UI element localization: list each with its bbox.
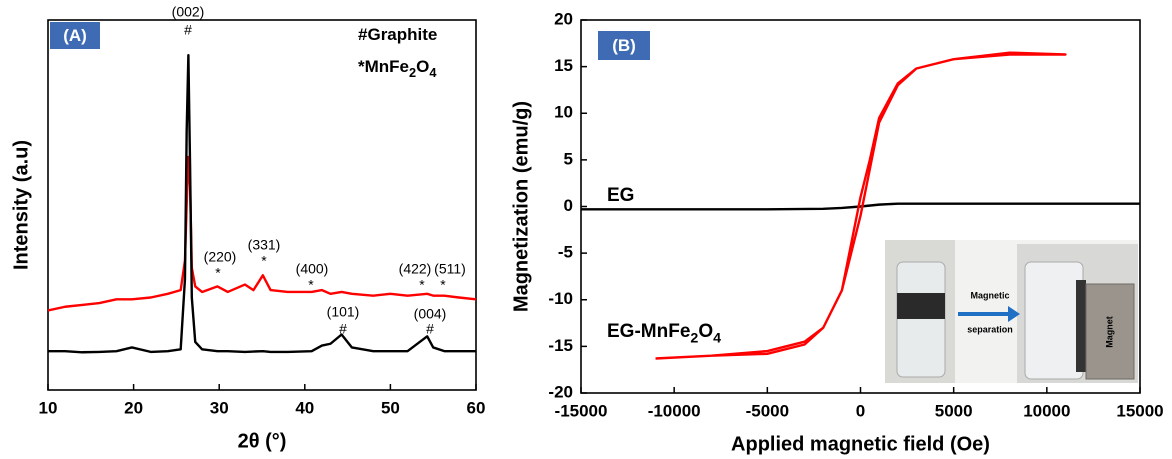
x-tick-label: 20 — [124, 398, 143, 417]
peak-label: (400) — [296, 261, 329, 277]
x-tick-label: 10 — [39, 398, 58, 417]
panel-label: (B) — [612, 36, 636, 55]
peak-label: * — [308, 277, 314, 293]
x-tick-label: 30 — [210, 398, 229, 417]
data-line — [581, 202, 1140, 211]
x-tick-label: -15000 — [555, 401, 608, 420]
peak-label: (101) — [327, 304, 360, 320]
text-part: 2 — [409, 65, 416, 80]
phase-key: *MnFe2O4 — [358, 57, 437, 80]
text-part: 4 — [713, 330, 721, 346]
x-tick-label: 50 — [381, 398, 400, 417]
peak-label: # — [426, 321, 434, 337]
vial-right — [1024, 261, 1084, 380]
y-tick-label: 15 — [554, 56, 573, 75]
plot-frame — [47, 19, 477, 391]
x-tick-label: 0 — [856, 401, 865, 420]
x-tick-label: 40 — [295, 398, 314, 417]
arrow — [958, 306, 1020, 322]
peak-label: (220) — [204, 249, 237, 265]
text-part: # — [358, 25, 368, 44]
text-part: * — [358, 57, 365, 76]
x-axis-label: Applied magnetic field (Oe) — [731, 433, 990, 455]
text-part: 2 — [690, 330, 698, 346]
text-part: 4 — [429, 65, 437, 80]
inset-photo — [885, 240, 1138, 383]
y-tick-label: 0 — [564, 196, 573, 215]
x-tick-label: -5000 — [746, 401, 789, 420]
peak-label: * — [440, 277, 446, 293]
phase-key: #Graphite — [358, 25, 437, 44]
data-line — [655, 51, 1067, 360]
data-line — [48, 53, 476, 354]
collected-particles — [1076, 280, 1086, 372]
curve-label: EG-MnFe2O4 — [607, 321, 721, 346]
peak-label: (511) — [434, 261, 466, 277]
x-tick-label: 60 — [467, 398, 486, 417]
magnet-block — [1085, 283, 1135, 380]
text-part: EG — [607, 185, 634, 206]
peak-label: * — [419, 277, 425, 293]
peak-label: (422) — [399, 261, 432, 277]
panel-label-bg — [50, 22, 100, 49]
peak-label: # — [184, 22, 192, 38]
y-tick-label: 20 — [554, 9, 573, 28]
y-tick-label: -20 — [548, 382, 573, 401]
y-tick-label: 5 — [564, 149, 573, 168]
text-part: Graphite — [367, 25, 437, 44]
y-axis-label: Intensity (a.u) — [10, 140, 32, 270]
peak-label: (331) — [248, 237, 281, 253]
data-line — [47, 155, 477, 312]
x-tick-label: 5000 — [935, 401, 973, 420]
curve-label: EG — [607, 185, 634, 206]
peak-label: (002) — [172, 4, 205, 20]
y-tick-label: 10 — [554, 103, 573, 122]
x-tick-label: 10000 — [1023, 401, 1070, 420]
panel-label-bg — [598, 31, 650, 60]
y-tick-label: -5 — [558, 243, 573, 262]
vial-left — [896, 261, 946, 378]
x-axis-label: 2θ (°) — [238, 430, 287, 452]
x-tick-label: -10000 — [648, 401, 701, 420]
peak-label: # — [339, 321, 347, 337]
y-tick-label: -10 — [548, 289, 573, 308]
peak-label: * — [215, 265, 221, 281]
y-axis-label: Magnetization (emu/g) — [510, 101, 532, 312]
inset-text: Magnet — [1104, 316, 1114, 348]
vial-left-band — [897, 293, 945, 319]
text-part: O — [698, 321, 713, 342]
panel-label: (A) — [63, 26, 87, 45]
text-part: MnFe — [365, 57, 409, 76]
peak-label: (004) — [414, 306, 447, 322]
text-part: EG-MnFe — [607, 321, 690, 342]
x-tick-label: 15000 — [1116, 401, 1163, 420]
inset-text: separation — [967, 324, 1013, 334]
peak-label: * — [261, 253, 267, 269]
inset-text: Magnetic — [970, 290, 1009, 300]
y-tick-label: -15 — [548, 336, 573, 355]
text-part: O — [416, 57, 429, 76]
